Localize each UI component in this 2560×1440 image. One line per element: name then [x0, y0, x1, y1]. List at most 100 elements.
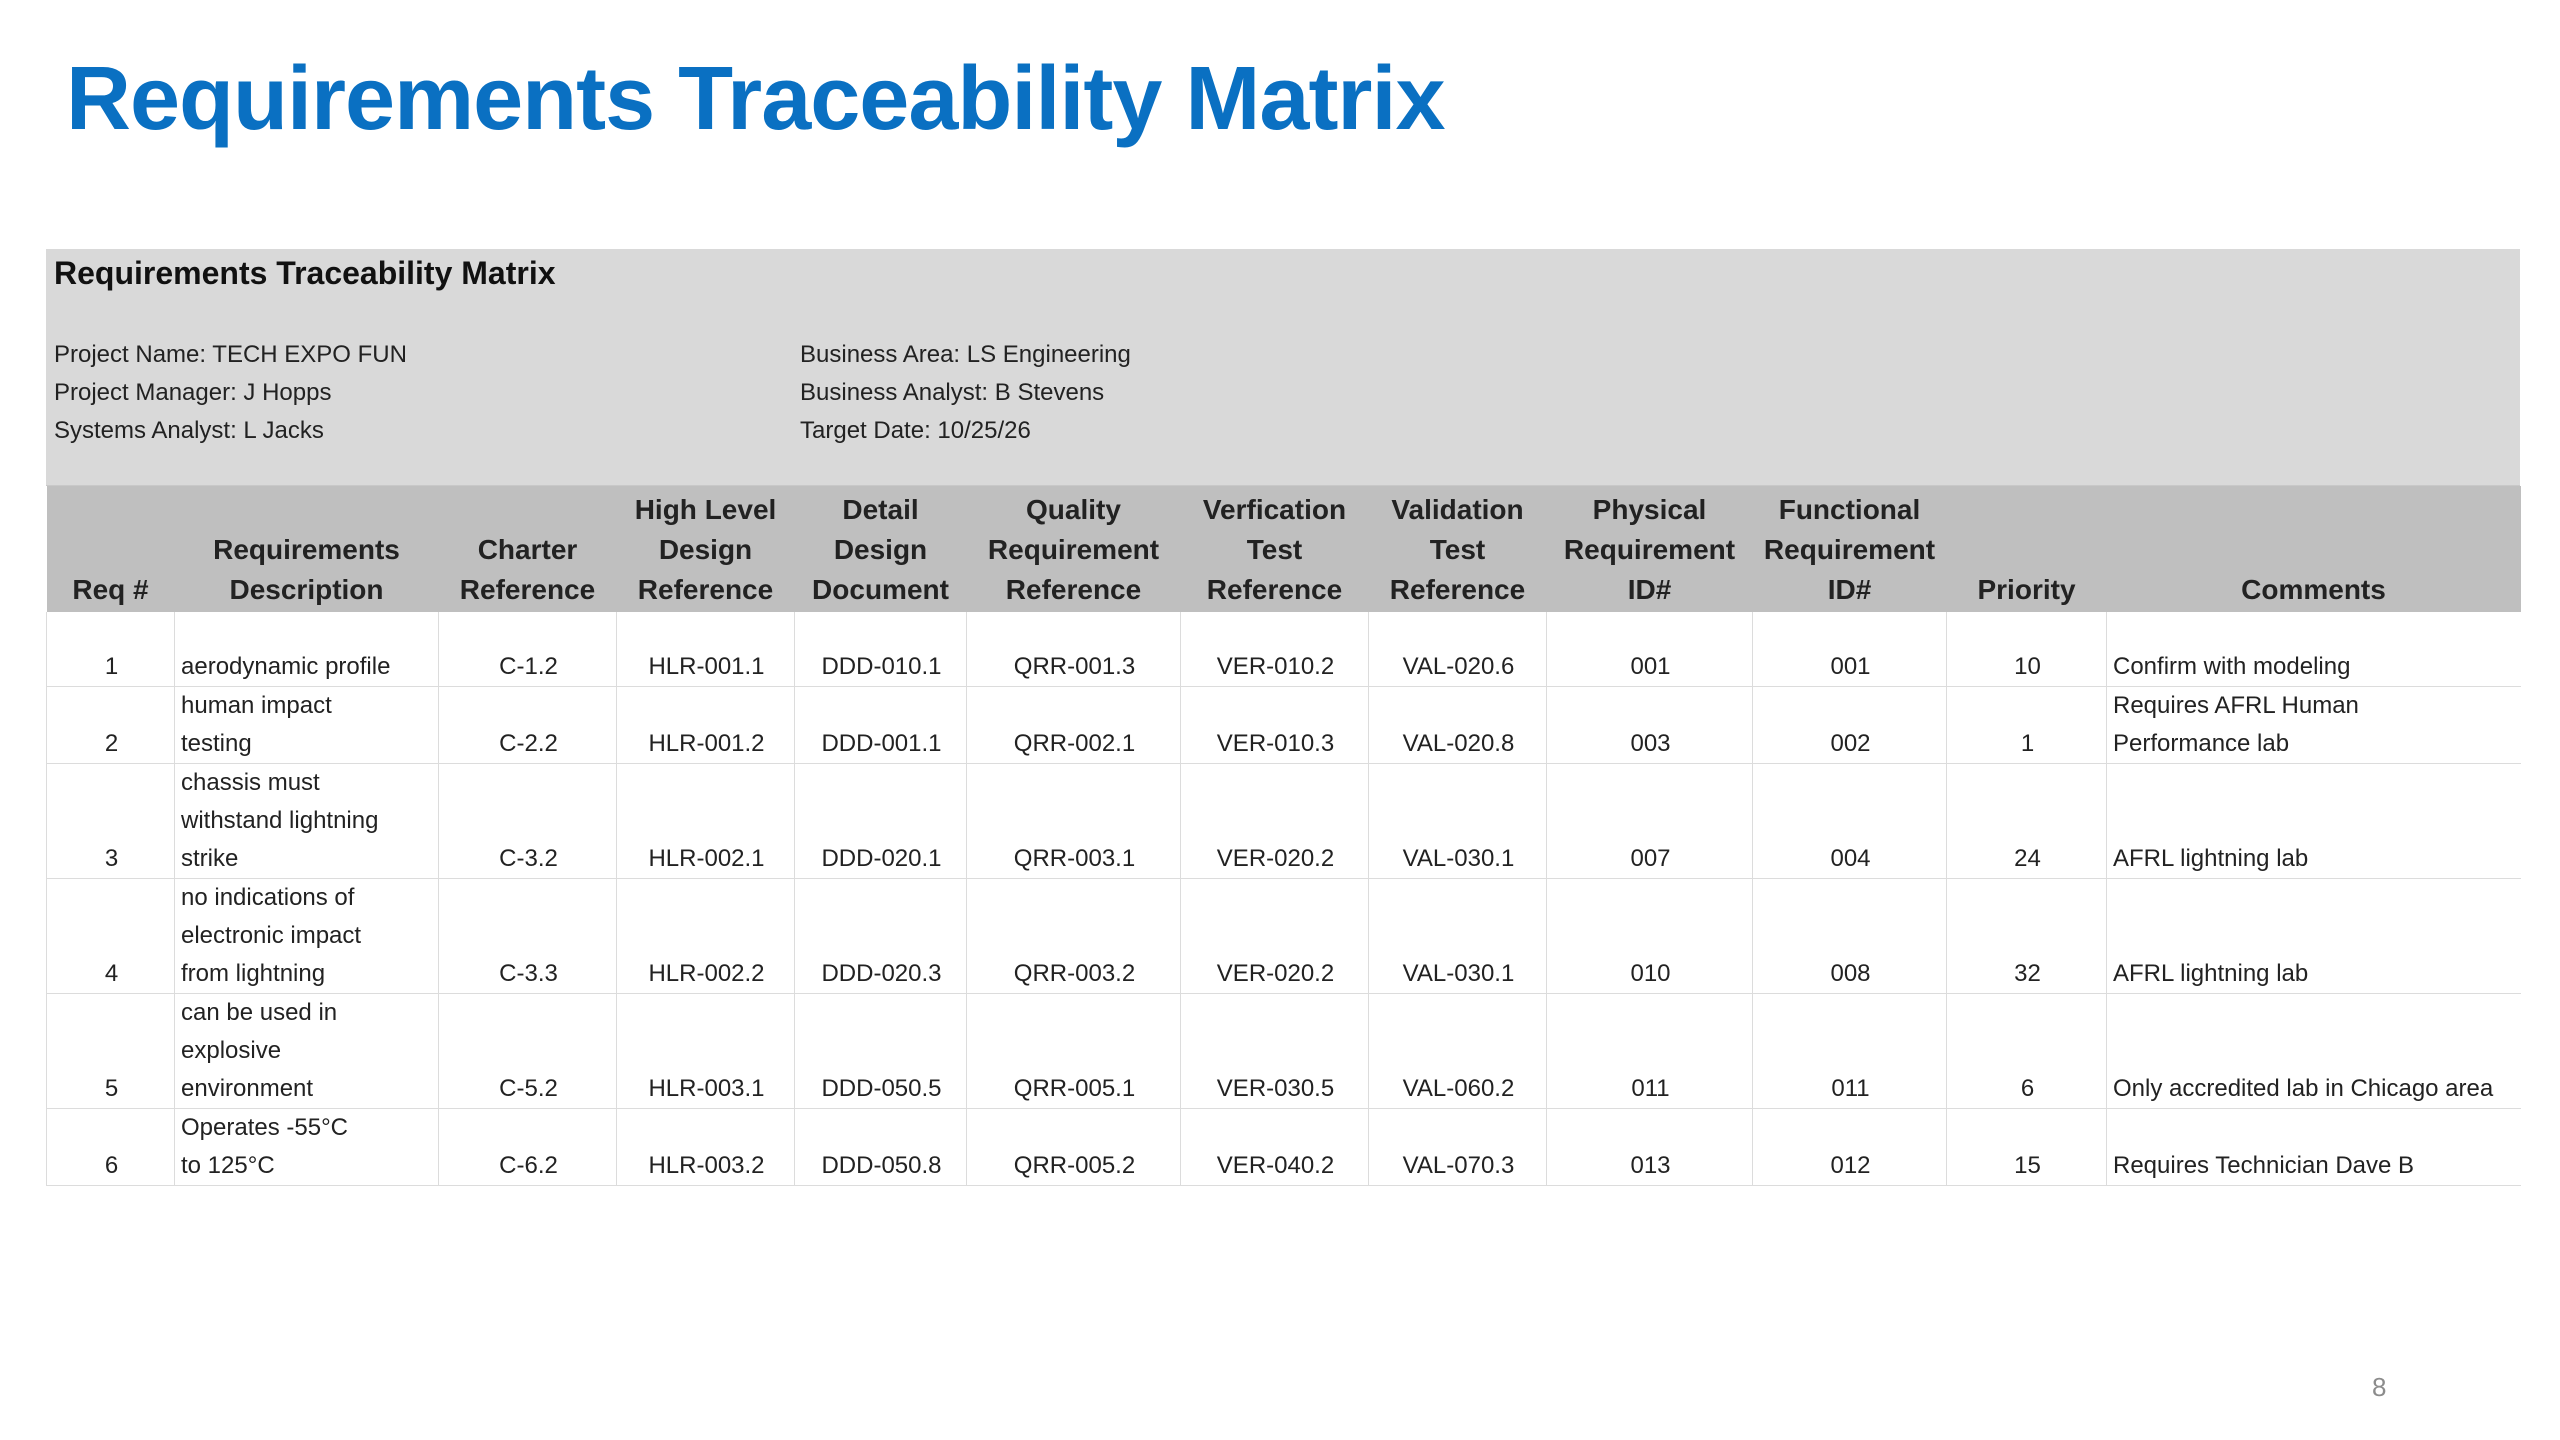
column-header-line: Requirements	[213, 534, 400, 565]
column-header-line: Verfication	[1202, 494, 1347, 525]
column-header-req-num: Req #	[46, 486, 175, 612]
column-header-line: Reference	[459, 574, 596, 605]
cell-charter-reference: C-2.2	[438, 686, 617, 764]
spacer-cell	[1368, 612, 1547, 648]
page-number: 8	[2372, 1372, 2387, 1402]
matrix-title: Requirements Traceability Matrix	[54, 255, 556, 291]
cell-functional-requirement-id: 002	[1752, 686, 1947, 764]
column-header-line: Description	[229, 574, 384, 605]
spacer-cell	[966, 612, 1181, 648]
spacer-cell	[1180, 612, 1369, 648]
cell-charter-reference: C-6.2	[438, 1108, 617, 1186]
cell-functional-requirement-id: 011	[1752, 993, 1947, 1109]
spacer-cell	[46, 612, 175, 648]
column-header-line: Reference	[1005, 574, 1142, 605]
cell-quality-requirement-reference: QRR-003.2	[966, 878, 1181, 994]
column-header-priority: Priority	[1946, 486, 2107, 612]
column-header-validation-test-reference: Validation Test Reference	[1368, 486, 1547, 612]
cell-req-num: 2	[46, 686, 175, 764]
project-name: Project Name: TECH EXPO FUN	[54, 341, 407, 368]
column-header-detail-design-document: Detail Design Document	[794, 486, 967, 612]
table-row: 5 can be used in explosive environment C-5…	[46, 993, 2521, 1109]
cell-quality-requirement-reference: QRR-003.1	[966, 763, 1181, 879]
cell-requirements-description: no indications of electronic impact from…	[174, 878, 439, 994]
cell-priority: 32	[1946, 878, 2107, 994]
column-header-line: Charter	[477, 534, 578, 565]
cell-validation-test-reference: VAL-070.3	[1368, 1108, 1547, 1186]
cell-detail-design-document: DDD-050.8	[794, 1108, 967, 1186]
cell-priority: 10	[1946, 648, 2107, 687]
cell-req-num: 6	[46, 1108, 175, 1186]
table-row: 4 no indications of electronic impact fro…	[46, 878, 2521, 994]
cell-functional-requirement-id: 004	[1752, 763, 1947, 879]
cell-physical-requirement-id: 001	[1546, 648, 1753, 687]
cell-comments: AFRL lightning lab	[2106, 878, 2521, 994]
cell-req-num: 3	[46, 763, 175, 879]
cell-verification-test-reference: VER-020.2	[1180, 878, 1369, 994]
spacer-cell	[616, 612, 795, 648]
target-date: Target Date: 10/25/26	[800, 417, 1031, 444]
cell-high-level-design-reference: HLR-002.2	[616, 878, 795, 994]
column-header-line: Test	[1429, 534, 1486, 565]
column-header-line: Quality	[1026, 494, 1121, 525]
spacer-cell	[1752, 612, 1947, 648]
column-header-line: Design	[658, 534, 753, 565]
cell-requirements-description: aerodynamic profile	[174, 648, 439, 687]
column-header-line: Reference	[1389, 574, 1526, 605]
cell-detail-design-document: DDD-020.3	[794, 878, 967, 994]
cell-priority: 1	[1946, 686, 2107, 764]
cell-physical-requirement-id: 010	[1546, 878, 1753, 994]
column-header-comments: Comments	[2106, 486, 2521, 612]
cell-req-num: 1	[46, 648, 175, 687]
cell-high-level-design-reference: HLR-002.1	[616, 763, 795, 879]
column-header-verification-test-reference: Verfication Test Reference	[1180, 486, 1369, 612]
cell-comments: Only accredited lab in Chicago area	[2106, 993, 2521, 1109]
traceability-matrix: Requirements Traceability Matrix Project…	[46, 249, 2521, 1186]
cell-detail-design-document: DDD-050.5	[794, 993, 967, 1109]
column-header-line: Priority	[1977, 574, 2076, 605]
cell-verification-test-reference: VER-010.2	[1180, 648, 1369, 687]
systems-analyst: Systems Analyst: L Jacks	[54, 417, 324, 444]
cell-requirements-description: chassis must withstand lightning strike	[174, 763, 439, 879]
cell-high-level-design-reference: HLR-001.2	[616, 686, 795, 764]
column-header-line: High Level	[634, 494, 777, 525]
column-header-line: Reference	[637, 574, 774, 605]
cell-quality-requirement-reference: QRR-002.1	[966, 686, 1181, 764]
column-header-physical-requirement-id: Physical Requirement ID#	[1546, 486, 1753, 612]
column-header-line: Reference	[1206, 574, 1343, 605]
cell-requirements-description: can be used in explosive environment	[174, 993, 439, 1109]
cell-quality-requirement-reference: QRR-001.3	[966, 648, 1181, 687]
cell-physical-requirement-id: 007	[1546, 763, 1753, 879]
column-header-line: Detail	[842, 494, 919, 525]
table-body: 1 aerodynamic profile C-1.2 HLR-001.1 DDD-01…	[46, 612, 2521, 1186]
spacer-cell	[1946, 612, 2107, 648]
cell-quality-requirement-reference: QRR-005.2	[966, 1108, 1181, 1186]
business-analyst: Business Analyst: B Stevens	[800, 379, 1105, 406]
cell-requirements-description: human impact testing	[174, 686, 439, 764]
column-header-line: ID#	[1627, 574, 1672, 605]
matrix-info-block: Requirements Traceability Matrix Project…	[46, 249, 2520, 486]
cell-functional-requirement-id: 001	[1752, 648, 1947, 687]
cell-physical-requirement-id: 011	[1546, 993, 1753, 1109]
column-header-line: Document	[812, 574, 949, 605]
cell-functional-requirement-id: 008	[1752, 878, 1947, 994]
table-row: 6 Operates -55°C to 125°C C-6.2 HLR-003.2 DD…	[46, 1108, 2521, 1186]
cell-functional-requirement-id: 012	[1752, 1108, 1947, 1186]
column-header-line: ID#	[1827, 574, 1872, 605]
spacer-cell	[438, 612, 617, 648]
cell-charter-reference: C-3.3	[438, 878, 617, 994]
cell-verification-test-reference: VER-030.5	[1180, 993, 1369, 1109]
cell-validation-test-reference: VAL-060.2	[1368, 993, 1547, 1109]
cell-physical-requirement-id: 013	[1546, 1108, 1753, 1186]
spacer-cell	[794, 612, 967, 648]
slide-title: Requirements Traceability Matrix	[66, 49, 1446, 149]
column-header-line: Functional	[1778, 494, 1921, 525]
spacer-cell	[1546, 612, 1753, 648]
table-row: 2 human impact testing C-2.2 HLR-001.2 DDD-0…	[46, 686, 2521, 764]
cell-validation-test-reference: VAL-030.1	[1368, 878, 1547, 994]
column-header-line: Validation	[1391, 494, 1524, 525]
cell-req-num: 5	[46, 993, 175, 1109]
cell-priority: 15	[1946, 1108, 2107, 1186]
project-manager: Project Manager: J Hopps	[54, 379, 332, 406]
cell-high-level-design-reference: HLR-003.2	[616, 1108, 795, 1186]
